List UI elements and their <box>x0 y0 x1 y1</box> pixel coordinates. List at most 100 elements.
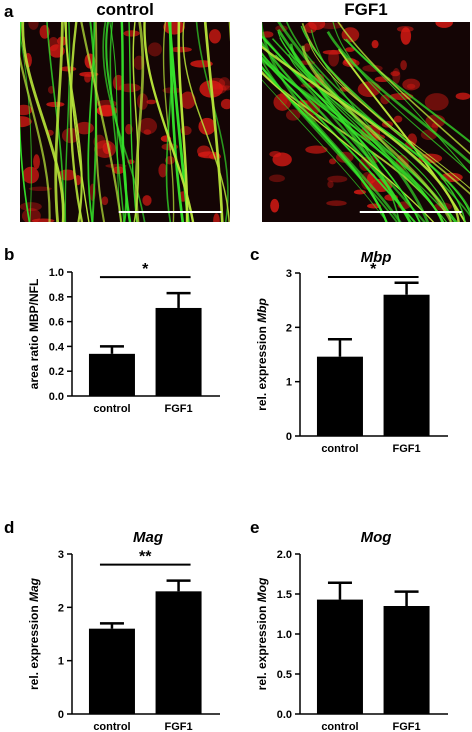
red-stain-blob <box>380 94 390 105</box>
red-stain-blob <box>396 25 414 33</box>
red-stain-blob <box>353 189 366 195</box>
red-stain-blob <box>455 92 470 100</box>
chart-title: Mog <box>361 529 392 546</box>
green-fiber <box>301 45 453 222</box>
micrograph-fgf1 <box>262 22 470 222</box>
red-stain-blob <box>197 145 211 157</box>
red-stain-blob <box>28 22 39 30</box>
red-stain-blob <box>143 129 152 135</box>
green-fiber <box>89 22 97 222</box>
y-axis-label-gene: Mog <box>255 577 269 602</box>
significance-marker: ** <box>139 549 152 566</box>
green-fiber <box>262 52 443 222</box>
y-tick-label: 0 <box>286 431 292 443</box>
red-stain-blob <box>269 174 285 183</box>
red-stain-blob <box>262 31 274 38</box>
green-fiber <box>120 22 132 222</box>
panel-letter-c: c <box>250 245 260 264</box>
green-fiber <box>262 65 388 222</box>
image-title-fgf1: FGF1 <box>344 0 388 19</box>
red-stain-blob <box>308 22 326 31</box>
green-fiber <box>262 22 402 222</box>
red-stain-blob <box>21 208 41 222</box>
image-title-control: control <box>96 0 154 19</box>
red-stain-blob <box>327 175 348 183</box>
red-stain-blob <box>101 196 109 206</box>
red-stain-blob <box>341 27 360 43</box>
red-stain-blob <box>180 91 196 109</box>
y-axis-label-gene: Mag <box>27 577 41 602</box>
y-axis-label: area ratio MBP/NFL <box>27 279 41 390</box>
green-fiber <box>69 22 84 222</box>
red-stain-blob <box>123 30 140 37</box>
red-stain-blob <box>220 98 230 110</box>
green-fiber <box>262 45 460 222</box>
y-tick-label: 0.8 <box>49 292 64 304</box>
x-tick-label: control <box>321 443 358 455</box>
red-stain-blob <box>371 40 379 49</box>
green-fiber <box>64 22 90 222</box>
micrograph-fgf1-drawing <box>262 22 470 222</box>
bar-control <box>316 599 363 714</box>
significance-marker: * <box>370 261 377 278</box>
red-stain-blob <box>344 47 355 53</box>
red-stain-blob <box>28 186 52 192</box>
red-stain-blob <box>392 67 401 85</box>
red-stain-blob <box>393 115 403 123</box>
bar-fgf1 <box>383 606 430 714</box>
red-stain-blob <box>169 46 192 53</box>
y-tick-label: 2 <box>58 602 64 614</box>
green-fiber <box>262 59 398 222</box>
y-tick-label: 0.6 <box>49 317 64 329</box>
x-tick-label: FGF1 <box>164 721 192 732</box>
green-fiber <box>143 22 195 222</box>
green-fiber <box>20 22 31 222</box>
green-fiber <box>87 22 96 222</box>
red-stain-blob <box>400 60 407 71</box>
red-stain-blob <box>328 49 340 67</box>
green-fiber <box>128 22 138 222</box>
red-stain-blob <box>424 93 449 111</box>
green-fiber <box>162 22 175 222</box>
y-tick-label: 1.5 <box>277 589 292 601</box>
green-fiber <box>195 22 229 222</box>
y-tick-label: 0.5 <box>277 669 292 681</box>
green-fiber <box>20 53 51 222</box>
significance-marker: * <box>142 261 149 278</box>
green-fiber <box>262 72 435 222</box>
red-stain-blob <box>84 73 91 83</box>
green-fiber <box>203 22 224 222</box>
green-fiber <box>337 22 470 155</box>
panel-letter-e: e <box>250 518 260 537</box>
x-tick-label: control <box>321 721 358 732</box>
y-tick-label: 2.0 <box>277 549 292 561</box>
y-tick-label: 0.2 <box>49 366 64 378</box>
green-fiber <box>80 22 123 222</box>
y-axis-label-prefix: rel. expression <box>255 323 269 411</box>
green-fiber <box>109 22 125 222</box>
green-fiber <box>277 31 470 216</box>
green-fiber <box>168 22 185 222</box>
bar-control <box>88 353 135 396</box>
red-stain-blob <box>158 163 168 178</box>
micrograph-control <box>20 22 230 222</box>
red-stain-blob <box>327 180 334 189</box>
red-stain-blob <box>218 77 230 91</box>
y-tick-label: 1 <box>58 656 64 668</box>
y-axis-label: rel. expression Mbp <box>255 298 269 411</box>
green-fiber <box>326 31 470 165</box>
red-stain-blob <box>208 29 221 44</box>
bar-control <box>88 628 135 714</box>
green-fiber <box>307 39 470 190</box>
y-tick-label: 1 <box>286 377 292 389</box>
bar-fgf1 <box>383 294 430 436</box>
green-fiber <box>182 22 230 222</box>
x-tick-label: control <box>93 403 130 415</box>
green-fiber <box>134 22 145 222</box>
green-fiber <box>262 79 388 222</box>
green-fiber <box>20 30 32 222</box>
green-fiber <box>262 41 411 222</box>
y-tick-label: 3 <box>286 268 292 280</box>
red-stain-blob <box>402 78 421 91</box>
